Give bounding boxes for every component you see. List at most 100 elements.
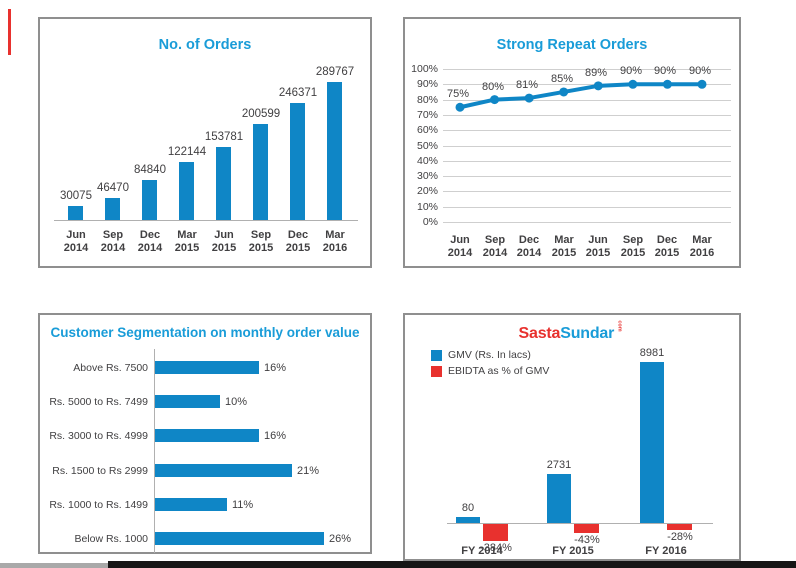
x-axis-category: Sep 2015 [620, 234, 646, 259]
point-percent-label: 90% [688, 65, 712, 77]
point-percent-label: 75% [446, 88, 470, 100]
gmv-value-label: 2731 [546, 459, 572, 471]
x-axis-category: Sep 2014 [100, 229, 126, 254]
line-point-marker [524, 93, 534, 103]
order-value-label: 246371 [278, 87, 318, 99]
line-point-marker [559, 87, 569, 97]
y-tick-label: 80% [416, 94, 438, 106]
segment-category-label: Rs. 1500 to Rs 2999 [52, 465, 148, 477]
x-axis-category: Jun 2014 [63, 229, 89, 254]
segment-bar [155, 464, 292, 477]
x-axis-category: Jun 2015 [585, 234, 611, 259]
segment-category-label: Rs. 1000 to Rs. 1499 [49, 499, 148, 511]
order-bar [216, 147, 231, 220]
x-axis-line [54, 220, 358, 221]
gmv-value-label: 80 [461, 502, 475, 514]
point-percent-label: 81% [515, 79, 539, 91]
segment-percent-label: 16% [264, 362, 287, 374]
y-tick-label: 90% [416, 78, 438, 90]
order-bar [290, 103, 305, 220]
x-axis-category: Dec 2014 [516, 234, 542, 259]
gmv-legend-swatch [431, 349, 442, 361]
repeat-orders-line [455, 79, 707, 112]
order-value-label: 153781 [204, 131, 244, 143]
chart-title-repeat: Strong Repeat Orders [496, 37, 648, 53]
gmv-bar [456, 517, 480, 523]
y-gridline [443, 115, 731, 116]
segment-percent-label: 21% [297, 465, 320, 477]
y-tick-label: 20% [416, 185, 438, 197]
x-axis-category: FY 2015 [552, 545, 594, 557]
order-bar [105, 198, 120, 220]
gmv-bar [547, 474, 571, 523]
segment-percent-label: 11% [232, 499, 254, 511]
gmv-legend: GMV (Rs. In lacs) EBIDTA as % of GMV [431, 349, 549, 381]
logo-sundar-text: Sundar [560, 325, 615, 342]
ebidta-bar [574, 524, 599, 533]
segment-percent-label: 16% [264, 430, 287, 442]
segment-bar [155, 498, 227, 511]
x-axis-category: Dec 2015 [654, 234, 680, 259]
segment-category-label: Rs. 5000 to Rs. 7499 [49, 396, 148, 408]
y-gridline [443, 191, 731, 192]
order-bar [253, 124, 268, 220]
gmv-bar [640, 362, 664, 523]
ebidta-bar [667, 524, 692, 530]
y-tick-label: 70% [416, 109, 438, 121]
y-tick-label: 50% [416, 140, 438, 152]
logo-sasta-text: Sasta [518, 325, 561, 342]
segment-percent-label: 10% [225, 396, 248, 408]
x-axis-category: Jun 2014 [447, 234, 473, 259]
x-axis-category: FY 2016 [645, 545, 687, 557]
x-axis-category: FY 2014 [461, 545, 503, 557]
legend-row-ebidta: EBIDTA as % of GMV [431, 365, 549, 377]
x-axis-category: Dec 2015 [285, 229, 311, 254]
x-axis-line [447, 523, 713, 524]
line-point-marker [455, 102, 465, 112]
panel-customer-segmentation: Customer Segmentation on monthly order v… [38, 313, 372, 554]
x-axis-category: Mar 2015 [174, 229, 200, 254]
left-red-accent-mark [8, 9, 11, 55]
panel-gmv-ebidta: SastaSundar com GMV (Rs. In lacs) EBIDTA … [403, 313, 741, 561]
y-tick-label: 100% [411, 63, 438, 75]
line-point-marker [662, 79, 672, 89]
y-gridline [443, 161, 731, 162]
bottom-edge-black-bar [108, 561, 796, 568]
y-gridline [443, 100, 731, 101]
order-value-label: 30075 [60, 190, 92, 202]
order-value-label: 289767 [315, 66, 355, 78]
y-gridline [443, 207, 731, 208]
ebidta-legend-swatch [431, 365, 442, 377]
sastasundar-logo: SastaSundar com [405, 320, 739, 343]
line-point-marker [490, 95, 500, 105]
y-gridline [443, 176, 731, 177]
segment-category-label: Above Rs. 7500 [73, 362, 148, 374]
line-point-marker [628, 79, 638, 89]
segment-percent-label: 26% [329, 533, 352, 545]
x-axis-category: Mar 2016 [689, 234, 715, 259]
y-gridline [443, 84, 731, 85]
point-percent-label: 90% [619, 65, 643, 77]
order-value-label: 122144 [167, 146, 207, 158]
panel-strong-repeat-orders: Strong Repeat Orders 100% 90% 80% 70% 60% 50%… [403, 17, 741, 268]
ebidta-value-label: -43% [574, 534, 600, 546]
point-percent-label: 80% [481, 81, 505, 93]
y-gridline [443, 130, 731, 131]
y-tick-label: 30% [416, 170, 438, 182]
segment-bar [155, 361, 259, 374]
x-axis-category: Sep 2014 [482, 234, 508, 259]
legend-row-gmv: GMV (Rs. In lacs) [431, 349, 549, 361]
x-axis-category: Jun 2015 [211, 229, 237, 254]
segment-category-label: Rs. 3000 to Rs. 4999 [49, 430, 148, 442]
order-bar [327, 82, 342, 220]
order-bar [142, 180, 157, 220]
x-axis-category: Mar 2015 [551, 234, 577, 259]
panel-no-of-orders: No. of Orders 30075 Jun 2014 46470 Sep 2014 84… [38, 17, 372, 268]
gmv-value-label: 8981 [639, 347, 665, 359]
x-axis-category: Mar 2016 [322, 229, 348, 254]
bottom-edge-gray-bar [0, 563, 108, 568]
line-point-marker [697, 79, 707, 89]
order-bar [68, 206, 83, 220]
ebidta-value-label: -384% [480, 542, 512, 554]
